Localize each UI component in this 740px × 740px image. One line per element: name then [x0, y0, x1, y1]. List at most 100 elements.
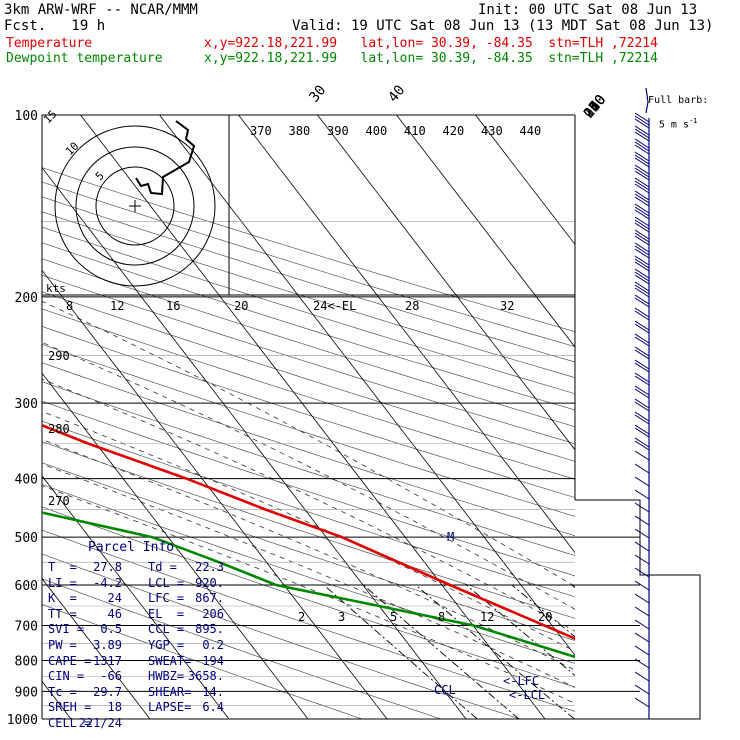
wind-barb: [634, 346, 650, 357]
pressure-label-700: 700: [15, 619, 38, 634]
parcel-row-0-col-1: 27.8: [93, 560, 122, 574]
wind-barb: [634, 287, 650, 298]
wind-barb: [634, 658, 650, 669]
wind-barb: [634, 606, 650, 617]
wind-barb: [634, 229, 650, 240]
theta-side-label: 290: [48, 349, 70, 363]
barb-scale-line2: 5 m s: [658, 119, 689, 131]
wind-barb: [634, 307, 650, 318]
theta-label: 380: [289, 124, 311, 138]
pressure-label-600: 600: [15, 579, 38, 594]
theta-label: 370: [250, 124, 272, 138]
wind-barb: [634, 219, 650, 230]
parcel-row-5-col-3: 0.2: [202, 638, 224, 652]
wind-barb: [634, 151, 650, 162]
isotherm: [238, 115, 575, 554]
wind-barb: [634, 193, 650, 204]
wind-barb: [634, 154, 650, 165]
legend-dewpoint: Dewpoint temperature: [6, 51, 163, 66]
wind-barb: [634, 359, 650, 370]
theta-label: 430: [481, 124, 503, 138]
wind-barb: [634, 619, 650, 630]
parcel-row-10-col-0: CELL =: [48, 716, 92, 730]
isotherm: [42, 372, 309, 719]
parcel-row-6-col-2: SWEAT=: [148, 653, 192, 668]
forecast-hour: Fcst. 19 h: [4, 18, 106, 34]
wind-barb: [634, 401, 650, 412]
sounding-marker: <-LCL: [509, 688, 545, 702]
parcel-row-1-col-3: 920.: [195, 575, 224, 590]
parcel-row-7-col-3: 3658.: [187, 669, 224, 684]
wind-barb: [634, 320, 650, 331]
wind-barb: [634, 115, 650, 126]
hodo-speed-label: 8: [66, 299, 73, 313]
temp-tick-40: 40: [385, 82, 408, 105]
parcel-info-panel: Parcel Info T = 27.8 Td = 22.3 LI = -4.2 LCL =…: [44, 538, 236, 730]
hodo-ring-label: 15: [41, 108, 60, 127]
parcel-row-0-col-0: T =: [48, 560, 77, 574]
wind-barb: [634, 281, 650, 292]
valid-time: Valid: 19 UTC Sat 08 Jun 13 (13 MDT Sat …: [292, 18, 714, 34]
theta-side-label: 270: [48, 494, 70, 508]
parcel-row-5-col-0: PW =: [48, 638, 77, 652]
theta-label: 420: [443, 124, 465, 138]
mixing-ratio-line: [323, 584, 478, 719]
sounding-marker: CCL: [434, 683, 456, 697]
frame-bottom-right: [42, 499, 701, 720]
wind-barb: [634, 684, 650, 695]
wind-barb: [634, 261, 650, 272]
hodo-speed-label: 12: [110, 299, 124, 313]
mixing-ratio-label: 3: [338, 610, 345, 624]
wind-barb: [634, 131, 650, 142]
wind-barb: [634, 284, 650, 295]
wind-barb: [634, 310, 650, 321]
parcel-row-0-col-3: 22.3: [195, 560, 224, 574]
theta-label: 400: [366, 124, 388, 138]
mixing-ratio-label: 12: [480, 610, 494, 624]
hodo-ring: [54, 125, 216, 287]
temperature-curve: [42, 423, 575, 640]
wind-barb: [634, 167, 650, 178]
parcel-row-1-col-2: LCL =: [148, 575, 185, 590]
barb-scale-sup: -1: [688, 117, 698, 125]
wind-barb: [634, 414, 650, 425]
wind-barb: [634, 372, 650, 383]
wind-barb: [634, 141, 650, 152]
wind-barb: [634, 580, 650, 591]
hodo-ring: [95, 166, 175, 246]
wind-barb: [634, 128, 650, 139]
hodo-units: kts: [46, 282, 66, 295]
wind-barb: [634, 362, 650, 373]
wind-barb: [634, 336, 650, 347]
wind-barb: [634, 463, 650, 474]
wind-barb: [634, 515, 650, 526]
wind-barb: [634, 554, 650, 565]
parcel-row-4-col-0: SVI =: [48, 622, 85, 637]
parcel-row-9-col-0: SREH =: [48, 700, 92, 715]
wind-barb: [634, 203, 650, 214]
wind-barb: [634, 242, 650, 253]
wind-barb: [634, 297, 650, 308]
mixing-ratio-line: [415, 584, 575, 719]
wind-barb: [634, 118, 650, 129]
theta-label: 410: [404, 124, 426, 138]
parcel-row-1-col-1: -4.2: [93, 575, 122, 590]
mixing-ratio-label: 2: [298, 610, 305, 624]
pressure-label-300: 300: [15, 397, 38, 412]
parcel-row-4-col-1: 0.5: [100, 622, 122, 637]
parcel-row-9-col-2: LAPSE=: [148, 700, 192, 715]
parcel-row-5-col-1: 3.89: [93, 638, 122, 652]
parcel-row-3-col-3: 206: [202, 606, 224, 621]
legend-dewpoint-info: x,y=922.18,221.99 lat,lon= 30.39, -84.35…: [204, 51, 658, 66]
model-title: 3km ARW-WRF -- NCAR/MMM: [4, 2, 198, 18]
pressure-label-900: 900: [15, 685, 38, 700]
isotherm: [317, 115, 575, 451]
hodo-speed-label: 32: [500, 299, 514, 313]
parcel-row-3-col-1: 46: [107, 606, 122, 621]
wind-barb: [634, 144, 650, 155]
wind-barb: [634, 541, 650, 552]
parcel-row-7-col-2: HWBZ=: [148, 669, 185, 684]
hodo-speed-label: 16: [166, 299, 180, 313]
parcel-row-4-col-3: 895.: [195, 622, 224, 637]
